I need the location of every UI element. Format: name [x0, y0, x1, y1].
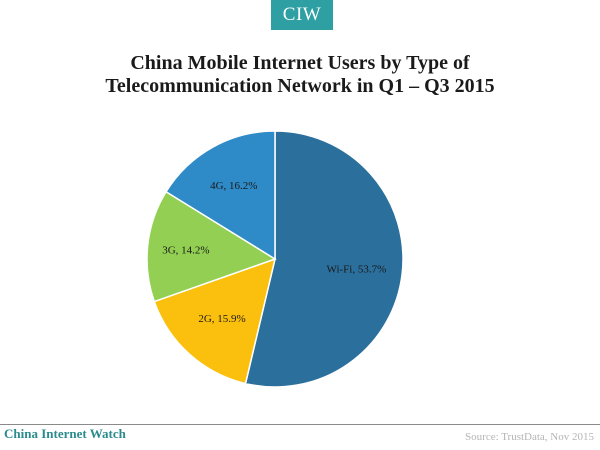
slice-label-4g: 4G, 16.2% — [210, 180, 257, 192]
pie-slice-wi-fi — [244, 130, 404, 388]
slice-label-3g: 3G, 14.2% — [162, 244, 209, 256]
footer-divider — [0, 424, 600, 425]
chart-title-line-2: Telecommunication Network in Q1 – Q3 201… — [105, 75, 495, 97]
brand-name: China Internet Watch — [4, 426, 126, 441]
pie-slice-3g — [146, 190, 277, 303]
pie-slice-2g — [153, 257, 277, 385]
slice-label-wi-fi: Wi-Fi, 53.7% — [327, 264, 387, 276]
slice-label-2g: 2G, 15.9% — [198, 313, 245, 325]
ciw-logo: CIW — [271, 0, 333, 30]
chart-title-line-1: China Mobile Internet Users by Type of — [130, 52, 470, 74]
pie-slices — [146, 130, 404, 388]
pie-slice-4g — [165, 130, 276, 261]
source-note: Source: TrustData, Nov 2015 — [465, 431, 594, 443]
pie-labels: Wi-Fi, 53.7% 2G, 15.9% 3G, 14.2% 4G, 16.2% — [162, 180, 386, 325]
